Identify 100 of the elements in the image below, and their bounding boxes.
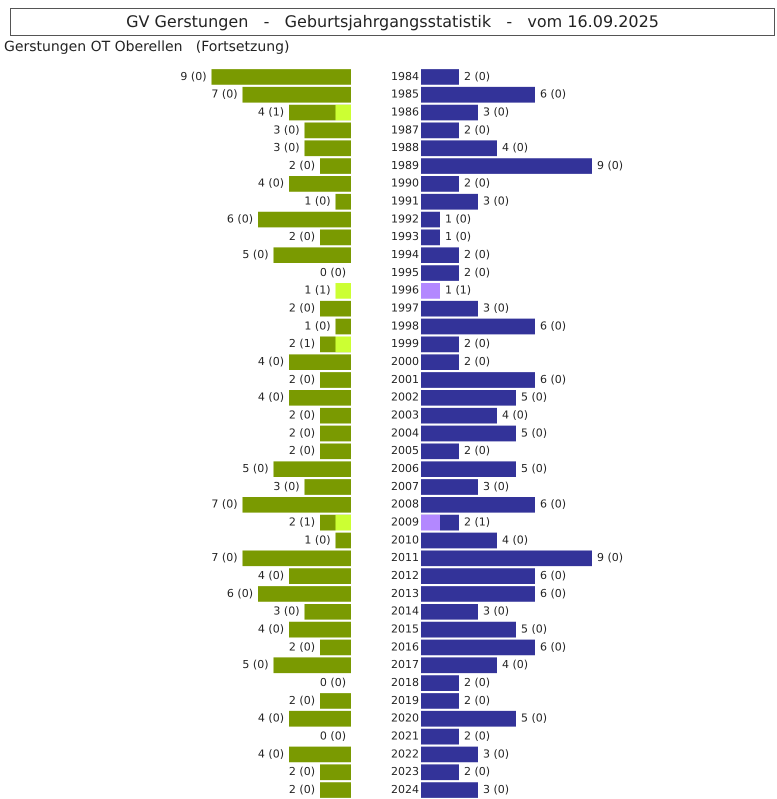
data-label: 9 (0) [597, 551, 624, 564]
y-tick-label: 2005 [391, 444, 419, 458]
data-label: 1 (0) [445, 230, 472, 244]
bar [304, 140, 351, 156]
bar [421, 532, 497, 548]
bar [289, 390, 351, 406]
bar [336, 194, 351, 210]
y-tick-label: 1987 [391, 123, 419, 136]
bar [421, 390, 516, 406]
bar [421, 461, 516, 478]
data-label: 3 (0) [273, 604, 300, 618]
data-label: 2 (0) [288, 372, 315, 386]
bar [421, 568, 535, 584]
data-label: 3 (0) [273, 480, 300, 493]
data-label: 3 (0) [483, 782, 510, 796]
bar [421, 728, 459, 744]
bar [274, 657, 351, 674]
data-label: 6 (0) [226, 586, 253, 600]
bar [421, 426, 516, 442]
data-label: 9 (0) [180, 70, 206, 83]
data-label: 4 (0) [258, 355, 284, 368]
text: GV Gerstungen - Geburtsjahrgangsstatistik - vom 16.09.2025 [10, 8, 775, 36]
data-label: 4 (0) [258, 176, 284, 190]
y-tick-label: 1998 [391, 319, 419, 332]
bar [258, 212, 351, 228]
bar [304, 122, 351, 138]
data-label: 5 (0) [521, 426, 548, 440]
bar [421, 104, 478, 120]
bar [336, 104, 351, 120]
data-label: 5 (0) [521, 712, 548, 725]
y-tick-label: 1992 [391, 212, 419, 226]
data-label: 2 (0) [288, 230, 315, 244]
y-tick-label: 2011 [391, 551, 419, 564]
bar [212, 69, 351, 85]
y-tick-label: 2004 [391, 426, 419, 440]
y-tick-label: 2016 [391, 640, 419, 654]
bar [289, 354, 351, 370]
data-label: 6 (0) [540, 319, 566, 332]
data-label: 2 (0) [288, 302, 315, 315]
y-tick-label: 1995 [391, 266, 419, 279]
y-tick-label: 2015 [391, 622, 419, 636]
data-label: 0 (0) [320, 266, 346, 279]
data-label: 4 (0) [502, 533, 528, 546]
bar [421, 710, 516, 727]
bar [320, 230, 351, 246]
data-label: 2 (0) [464, 337, 490, 350]
bar [421, 354, 459, 370]
data-label: 5 (0) [521, 462, 548, 476]
data-label: 2 (0) [464, 266, 490, 279]
bar [421, 176, 459, 192]
data-label: 3 (0) [483, 604, 510, 618]
bar [421, 212, 440, 228]
data-label: 3 (0) [273, 123, 300, 136]
chart-subtitle: Gerstungen OT Oberellen (Fortsetzung) [4, 39, 290, 55]
y-tick-label: 1999 [391, 337, 419, 350]
bar [336, 514, 351, 530]
y-tick-label: 1988 [391, 141, 419, 154]
y-tick-label: 2001 [391, 372, 419, 386]
data-label: 2 (1) [464, 516, 490, 529]
bar [421, 372, 535, 388]
data-label: 2 (0) [464, 694, 490, 707]
bar [320, 693, 351, 709]
y-tick-label: 1989 [391, 158, 419, 172]
data-label: 4 (0) [258, 390, 284, 404]
y-tick-label: 2021 [391, 729, 419, 742]
bar [421, 550, 592, 566]
bar [289, 710, 351, 727]
y-tick-label: 2017 [391, 658, 419, 672]
data-label: 3 (0) [483, 194, 510, 208]
data-label: 6 (0) [226, 212, 253, 226]
data-label: 2 (0) [288, 408, 315, 422]
bar [421, 265, 459, 281]
y-tick-label: 1985 [391, 88, 419, 101]
bar [320, 782, 351, 798]
bar [421, 622, 516, 638]
data-label: 6 (0) [540, 640, 566, 654]
bar [421, 158, 592, 174]
data-label: 6 (0) [540, 88, 566, 101]
data-label: 1 (0) [304, 194, 330, 208]
data-label: 6 (0) [540, 372, 566, 386]
y-tick-label: 2019 [391, 694, 419, 707]
bar [421, 336, 459, 352]
bar [421, 693, 459, 709]
data-label: 2 (0) [464, 676, 490, 689]
y-tick-label: 2014 [391, 604, 419, 618]
data-label: 2 (0) [288, 158, 315, 172]
y-tick-label: 1991 [391, 194, 419, 208]
bar [421, 586, 535, 602]
data-label: 5 (0) [242, 462, 268, 476]
data-label: 2 (0) [288, 640, 315, 654]
y-tick-label: 2018 [391, 676, 419, 689]
bar [336, 283, 351, 299]
bar [421, 675, 459, 691]
bar [304, 479, 351, 495]
bar [421, 300, 478, 317]
data-label: 4 (0) [502, 408, 528, 422]
bar [336, 336, 351, 352]
bar [421, 640, 535, 656]
y-tick-label: 2009 [391, 516, 419, 529]
data-label: 2 (0) [464, 248, 490, 262]
